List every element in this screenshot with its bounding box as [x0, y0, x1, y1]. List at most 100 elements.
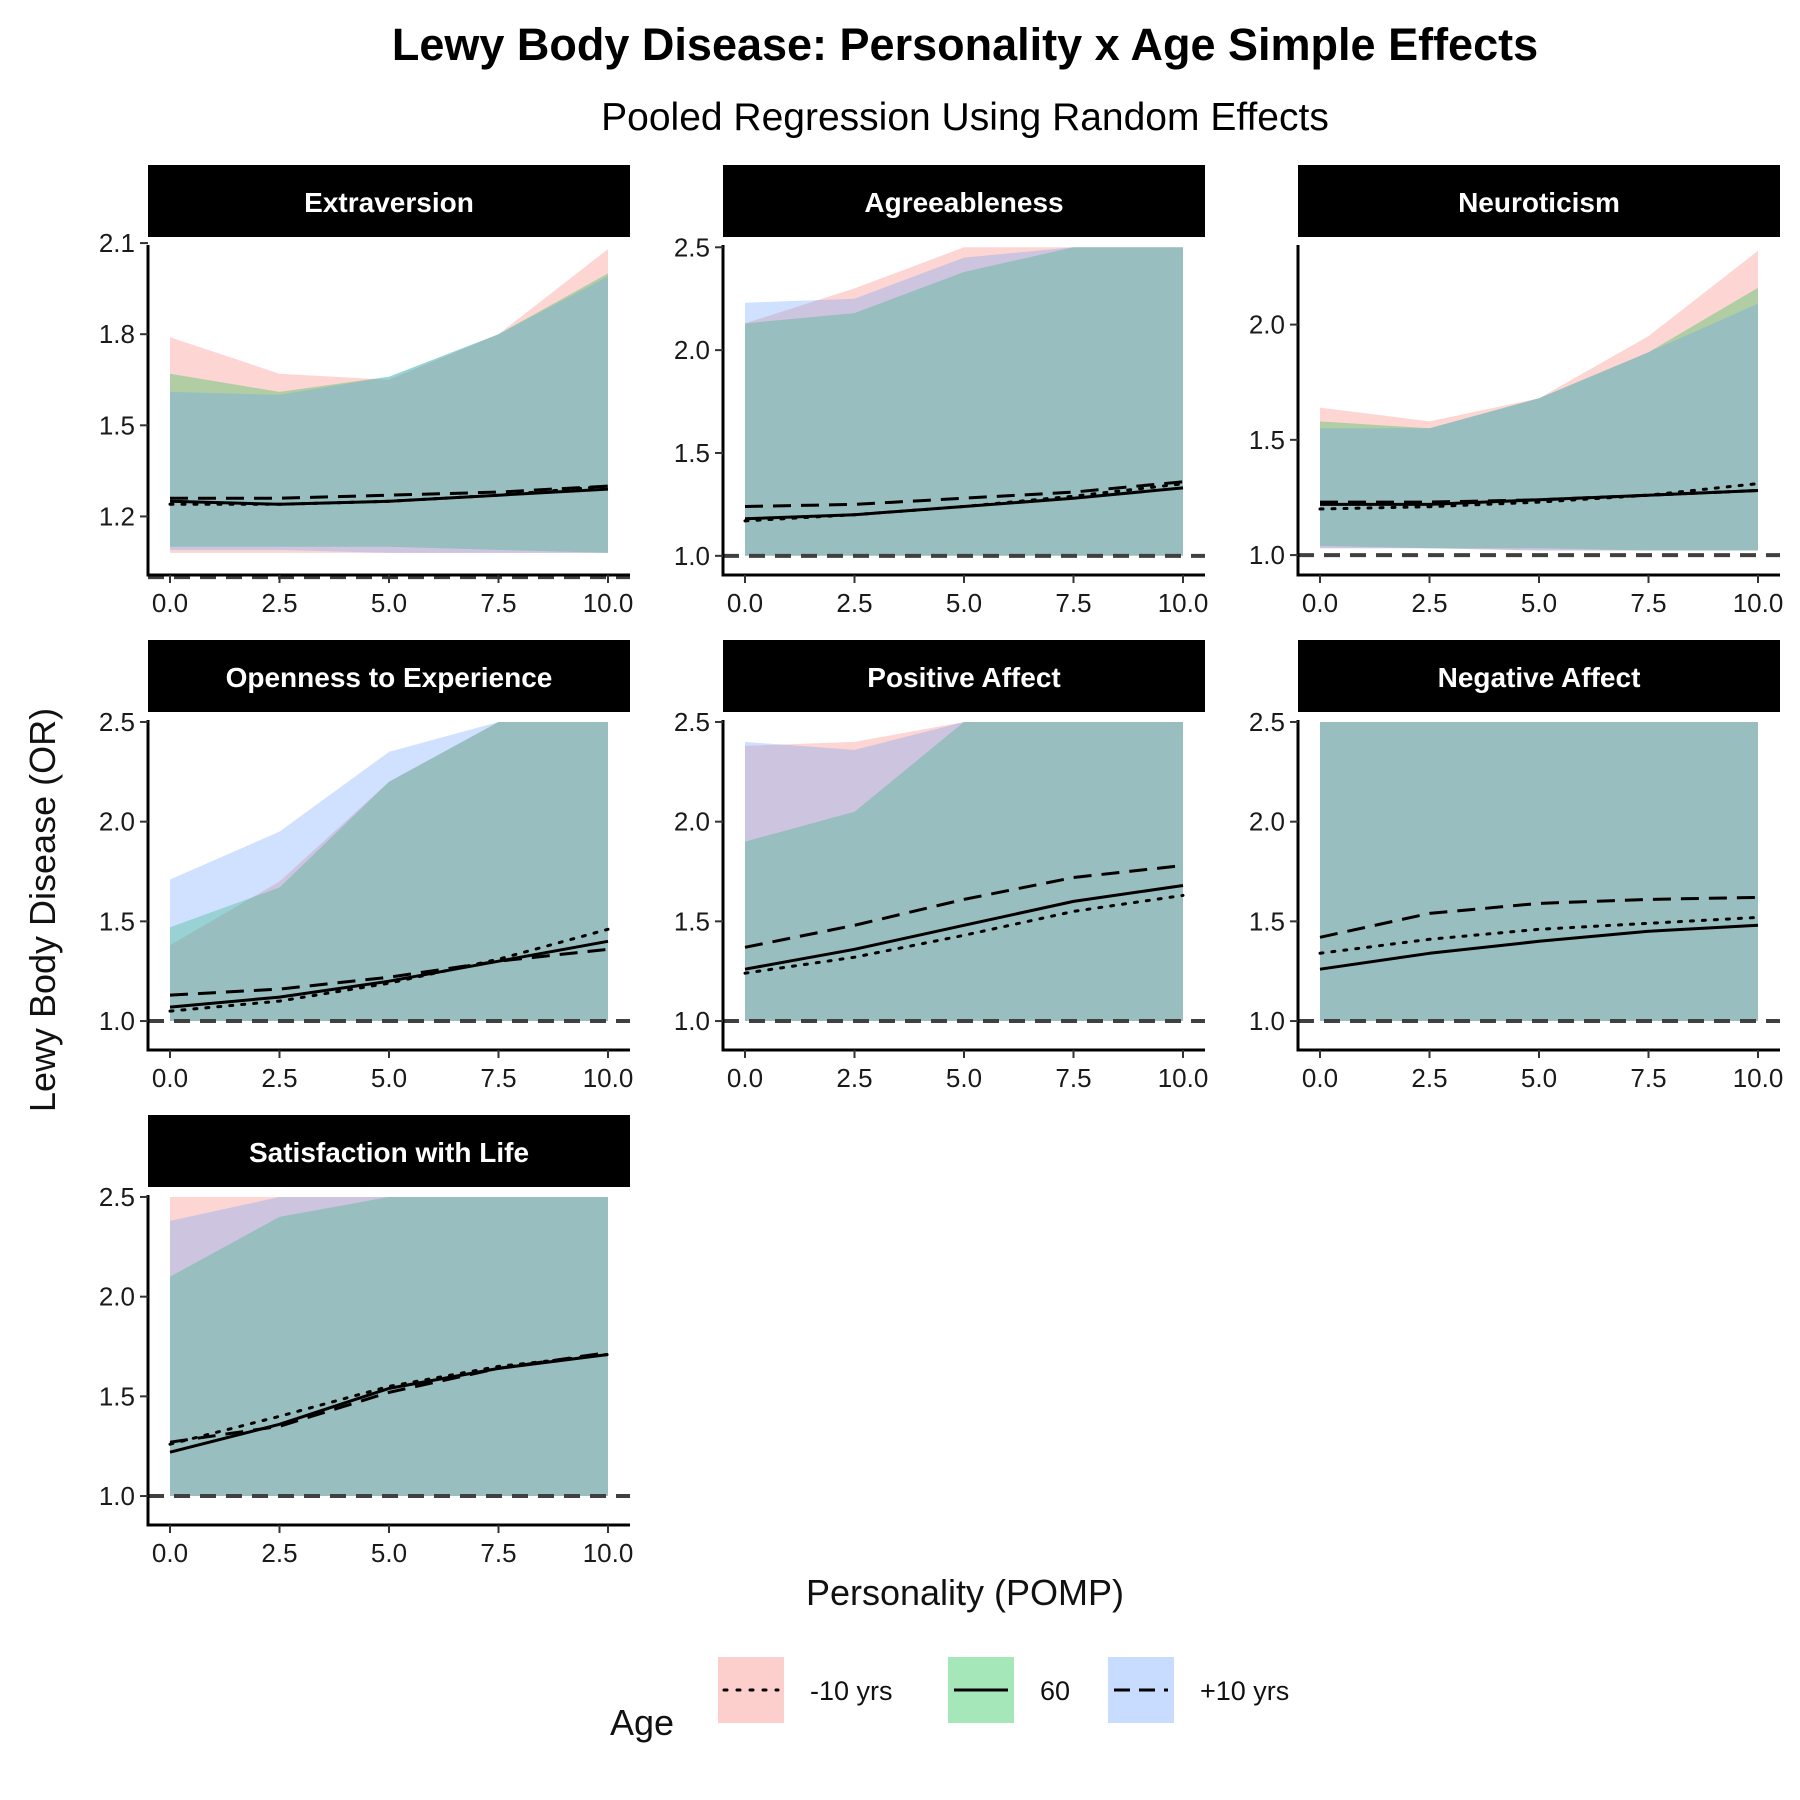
y-tick-label-extraversion: 1.5	[99, 410, 135, 440]
series-line-agreeableness-age-60	[744, 486, 1184, 521]
panel-label-agreeableness: Agreeableness	[864, 187, 1063, 218]
x-tick-label-extraversion: 7.5	[480, 588, 516, 618]
x-tick-label-agreeableness: 0.0	[727, 588, 763, 618]
x-axis-title: Personality (POMP)	[806, 1572, 1124, 1613]
y-tick-label-agreeableness: 1.0	[674, 541, 710, 571]
panel-openness-to-experience: Openness to Experience 1.0 1.5 2.0 2.5 0.0 2.5…	[99, 640, 633, 1093]
ribbon-agreeableness-age-60	[745, 247, 1183, 556]
y-tick-label-extraversion: 2.1	[99, 228, 135, 258]
x-tick-label-openness-to-experience: 0.0	[152, 1063, 188, 1093]
ribbon-positive-affect-10-yrs	[745, 722, 1183, 1021]
y-tick-label-negative-affect: 1.0	[1249, 1006, 1285, 1036]
x-tick-label-extraversion: 0.0	[152, 588, 188, 618]
x-tick-label-openness-to-experience: 10.0	[583, 1063, 634, 1093]
panel-strip-negative-affect	[1298, 640, 1780, 712]
x-tick-label-extraversion: 10.0	[583, 588, 634, 618]
x-tick-label-neuroticism: 0.0	[1302, 588, 1338, 618]
chart-subtitle: Pooled Regression Using Random Effects	[601, 96, 1329, 139]
y-tick-label-neuroticism: 2.0	[1249, 310, 1285, 340]
x-tick-label-satisfaction-with-life: 2.5	[261, 1538, 297, 1568]
x-tick-label-satisfaction-with-life: 5.0	[371, 1538, 407, 1568]
y-tick-label-extraversion: 1.2	[99, 501, 135, 531]
ribbon-negative-affect-age-60	[1320, 722, 1758, 1021]
ribbon-extraversion-age-60	[170, 273, 608, 553]
legend-item-10-yrs: -10 yrs	[718, 1657, 893, 1723]
panel-label-satisfaction-with-life: Satisfaction with Life	[249, 1137, 529, 1168]
series-line-negative-affect-10-yrs	[1318, 915, 1760, 955]
series-line-extraversion-10-yrs	[170, 484, 609, 500]
series-line-extraversion-age-60	[169, 487, 609, 506]
ribbon-negative-affect-10-yrs	[1320, 722, 1758, 1021]
series-line-negative-affect-age-60	[1319, 923, 1759, 971]
y-tick-label-openness-to-experience: 2.0	[99, 807, 135, 837]
y-tick-label-positive-affect: 2.5	[674, 707, 710, 737]
panel-strip-agreeableness	[723, 165, 1205, 237]
panel-label-negative-affect: Negative Affect	[1438, 662, 1641, 693]
panel-neuroticism: Neuroticism 1.0 1.5 2.0 0.0 2.5 5.0 7.5 10.0	[1249, 165, 1783, 618]
y-tick-label-agreeableness: 2.5	[674, 232, 710, 262]
x-tick-label-openness-to-experience: 7.5	[480, 1063, 516, 1093]
ribbon-openness-to-experience-age-60	[170, 722, 608, 1021]
ribbon-positive-affect-10-yrs	[745, 722, 1183, 1021]
x-tick-label-satisfaction-with-life: 10.0	[583, 1538, 634, 1568]
ribbon-neuroticism-age-60	[1320, 287, 1758, 551]
panel-strip-extraversion	[148, 165, 630, 237]
x-tick-label-neuroticism: 2.5	[1411, 588, 1447, 618]
series-line-negative-affect-10-yrs	[1319, 895, 1759, 939]
ribbon-agreeableness-10-yrs	[745, 247, 1183, 556]
ribbon-positive-affect-age-60	[745, 722, 1183, 1021]
x-tick-label-neuroticism: 7.5	[1630, 588, 1666, 618]
x-tick-label-negative-affect: 0.0	[1302, 1063, 1338, 1093]
y-tick-label-positive-affect: 1.0	[674, 1006, 710, 1036]
y-tick-label-satisfaction-with-life: 2.0	[99, 1282, 135, 1312]
legend-title: Age	[610, 1702, 674, 1743]
ribbon-openness-to-experience-10-yrs	[170, 722, 608, 1021]
y-tick-label-extraversion: 1.8	[99, 319, 135, 349]
panel-satisfaction-with-life: Satisfaction with Life 1.0 1.5 2.0 2.5 0.0 2.5…	[99, 1115, 633, 1568]
ribbon-agreeableness-10-yrs	[745, 247, 1183, 556]
x-tick-label-agreeableness: 5.0	[946, 588, 982, 618]
panel-strip-positive-affect	[723, 640, 1205, 712]
ribbon-neuroticism-10-yrs	[1320, 303, 1758, 551]
ribbon-negative-affect-10-yrs	[1320, 722, 1758, 1021]
y-tick-label-satisfaction-with-life: 1.5	[99, 1381, 135, 1411]
ribbon-satisfaction-with-life-10-yrs	[170, 1197, 608, 1496]
panel-negative-affect: Negative Affect 1.0 1.5 2.0 2.5 0.0 2.5 5.0 7.5 1…	[1249, 640, 1783, 1093]
y-tick-label-agreeableness: 2.0	[674, 335, 710, 365]
y-tick-label-neuroticism: 1.5	[1249, 425, 1285, 455]
x-tick-label-negative-affect: 7.5	[1630, 1063, 1666, 1093]
x-tick-label-positive-affect: 7.5	[1055, 1063, 1091, 1093]
x-tick-label-negative-affect: 5.0	[1521, 1063, 1557, 1093]
x-tick-label-negative-affect: 2.5	[1411, 1063, 1447, 1093]
chart-title: Lewy Body Disease: Personality x Age Sim…	[392, 19, 1538, 70]
x-tick-label-satisfaction-with-life: 0.0	[152, 1538, 188, 1568]
y-tick-label-negative-affect: 1.5	[1249, 906, 1285, 936]
x-tick-label-neuroticism: 5.0	[1521, 588, 1557, 618]
ribbon-extraversion-10-yrs	[170, 276, 608, 553]
y-tick-label-openness-to-experience: 1.0	[99, 1006, 135, 1036]
legend-item-10-yrs: +10 yrs	[1108, 1657, 1289, 1723]
series-line-positive-affect-10-yrs	[744, 864, 1184, 949]
x-tick-label-satisfaction-with-life: 7.5	[480, 1538, 516, 1568]
x-tick-label-agreeableness: 7.5	[1055, 588, 1091, 618]
series-line-satisfaction-with-life-10-yrs	[169, 1351, 609, 1444]
x-tick-label-negative-affect: 10.0	[1733, 1063, 1784, 1093]
series-line-neuroticism-10-yrs	[1318, 482, 1760, 511]
x-tick-label-positive-affect: 5.0	[946, 1063, 982, 1093]
facet-panels: Extraversion 1.2 1.5 1.8 2.1 0.0 2.5 5.0 7.5 10.0…	[99, 165, 1783, 1568]
y-tick-label-positive-affect: 1.5	[674, 906, 710, 936]
panel-strip-openness-to-experience	[148, 640, 630, 712]
x-tick-label-extraversion: 5.0	[371, 588, 407, 618]
series-line-positive-affect-10-yrs	[743, 893, 1185, 975]
ribbon-extraversion-10-yrs	[170, 249, 608, 553]
x-tick-label-neuroticism: 10.0	[1733, 588, 1784, 618]
x-tick-label-openness-to-experience: 5.0	[371, 1063, 407, 1093]
x-tick-label-openness-to-experience: 2.5	[261, 1063, 297, 1093]
panel-agreeableness: Agreeableness 1.0 1.5 2.0 2.5 0.0 2.5 5.0 7.5 10.…	[674, 165, 1208, 618]
series-line-openness-to-experience-10-yrs	[169, 947, 609, 997]
ribbon-neuroticism-10-yrs	[1320, 250, 1758, 551]
series-line-neuroticism-10-yrs	[1320, 489, 1759, 504]
y-tick-label-neuroticism: 1.0	[1249, 540, 1285, 570]
x-tick-label-positive-affect: 2.5	[836, 1063, 872, 1093]
